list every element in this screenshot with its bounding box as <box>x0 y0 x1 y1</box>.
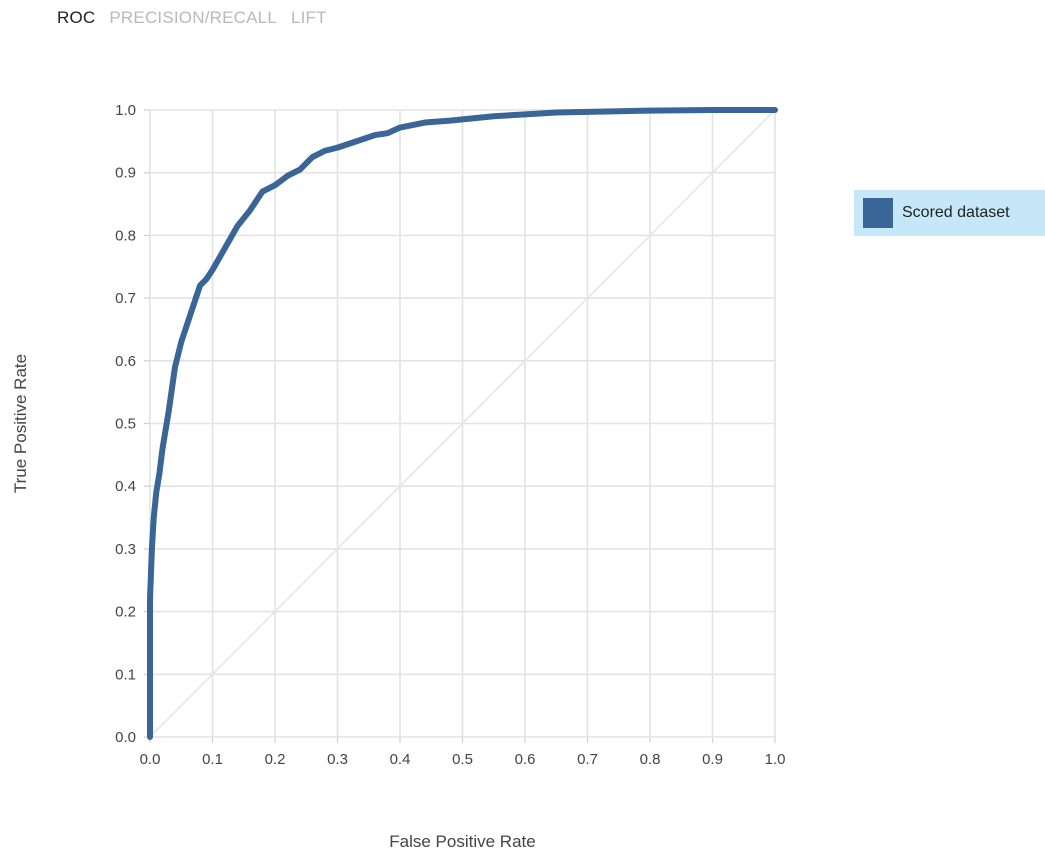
y-tick-label: 0.0 <box>115 729 136 746</box>
x-tick-labels: 0.0 0.1 0.2 0.3 0.4 0.5 0.6 0.7 0.8 0.9 1.0 <box>140 751 786 768</box>
y-tick-label: 0.7 <box>115 290 136 307</box>
y-tick-label: 0.8 <box>115 227 136 244</box>
x-tick-label: 0.5 <box>452 751 473 768</box>
y-tick-label: 0.9 <box>115 165 136 182</box>
y-axis-label: True Positive Rate <box>11 354 30 493</box>
legend-item-scored-dataset[interactable]: Scored dataset <box>854 190 1045 236</box>
chart-tabs: ROC PRECISION/RECALL LIFT <box>57 8 327 28</box>
y-tick-label: 0.6 <box>115 353 136 370</box>
legend-swatch <box>863 198 893 228</box>
y-tick-label: 0.5 <box>115 416 136 433</box>
x-tick-label: 0.9 <box>702 751 723 768</box>
x-tick-label: 0.7 <box>577 751 598 768</box>
diagonal-reference-line <box>149 109 776 738</box>
y-tick-label: 0.3 <box>115 541 136 558</box>
x-tick-label: 0.0 <box>140 751 161 768</box>
x-tick-label: 0.1 <box>202 751 223 768</box>
x-tick-label: 0.8 <box>640 751 661 768</box>
y-tick-label: 0.2 <box>115 604 136 621</box>
series-line-scored-dataset <box>147 107 778 740</box>
y-tick-label: 0.4 <box>115 478 136 495</box>
x-tick-label: 0.4 <box>390 751 411 768</box>
y-tick-labels: 0.0 0.1 0.2 0.3 0.4 0.5 0.6 0.7 0.8 0.9 1.0 <box>115 102 136 746</box>
x-tick-label: 0.6 <box>515 751 536 768</box>
x-tick-label: 0.3 <box>327 751 348 768</box>
y-tick-label: 0.1 <box>115 666 136 683</box>
x-axis-label: False Positive Rate <box>389 832 535 851</box>
tab-lift[interactable]: LIFT <box>290 8 327 27</box>
tab-roc[interactable]: ROC <box>57 8 96 27</box>
x-tick-label: 0.2 <box>265 751 286 768</box>
legend-label: Scored dataset <box>902 204 1010 221</box>
tab-precision-recall[interactable]: PRECISION/RECALL <box>109 8 277 27</box>
x-tick-label: 1.0 <box>765 751 786 768</box>
gridlines <box>144 109 776 743</box>
y-tick-label: 1.0 <box>115 102 136 119</box>
